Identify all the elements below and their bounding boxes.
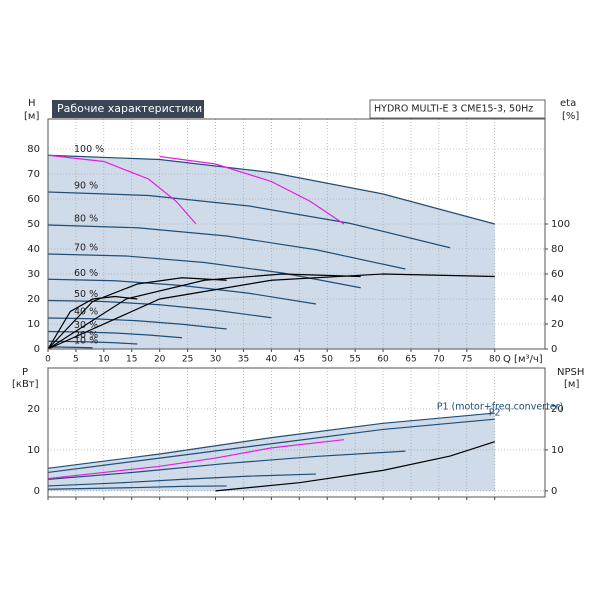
curve [47, 273, 495, 350]
y2-axis-label: NPSH [557, 367, 584, 378]
x-tick-label: 65 [405, 355, 416, 365]
curve [47, 273, 361, 350]
y2-tick-label: 20 [551, 319, 564, 330]
curve-label: 80 % [74, 214, 98, 225]
y-tick-label: 0 [34, 344, 40, 355]
curve-label: 100 % [74, 144, 104, 155]
x-tick-label: 35 [238, 355, 249, 365]
y2-tick-label: 0 [551, 344, 557, 355]
x-tick-label: 60 [377, 355, 389, 365]
curve-label: P1 (motor+freq.converter) [437, 402, 564, 413]
y2-tick-label: 20 [551, 404, 564, 415]
y2-axis-unit: [%] [562, 111, 579, 122]
y-tick-label: 40 [27, 244, 40, 255]
curve [47, 295, 138, 350]
curve [48, 346, 93, 349]
y2-tick-label: 100 [551, 219, 570, 230]
curve-label: 20 % [74, 330, 98, 341]
curve-label: 60 % [74, 268, 98, 279]
curve [47, 224, 406, 270]
y-axis-unit: [кВт] [12, 379, 39, 390]
y-tick-label: 10 [27, 319, 40, 330]
curve [47, 485, 227, 490]
curve-label: P2 [489, 408, 501, 419]
x-axis-label: Q [м³/ч] [503, 354, 543, 365]
curve [47, 154, 197, 225]
x-tick-label: 80 [489, 355, 501, 365]
curve-label: 10 % [74, 336, 98, 347]
curve [47, 154, 495, 225]
x-tick-label: 15 [126, 355, 137, 365]
y-axis-label: H [28, 98, 36, 109]
curve-label: 50 % [74, 289, 98, 300]
x-tick-label: 45 [294, 355, 305, 365]
y2-axis-unit: [м] [564, 379, 579, 390]
curve [47, 473, 317, 487]
y-axis-unit: [м] [24, 111, 39, 122]
y-tick-label: 0 [34, 486, 40, 497]
curve-label: 30 % [74, 320, 98, 331]
curve [47, 418, 495, 474]
y2-tick-label: 0 [551, 486, 557, 497]
x-tick-label: 40 [266, 355, 278, 365]
subtitle-box [369, 99, 546, 119]
curve [47, 439, 345, 480]
y-tick-label: 20 [27, 294, 40, 305]
y2-axis-label: eta [560, 98, 576, 109]
curve [47, 191, 451, 249]
x-tick-label: 50 [321, 355, 333, 365]
y-tick-label: 80 [27, 144, 40, 155]
curve [47, 412, 495, 469]
y-tick-label: 30 [27, 269, 40, 280]
curve [47, 317, 227, 330]
chart-subtitle: HYDRO MULTI-E 3 CME15-3, 50Hz [374, 104, 533, 115]
y-tick-label: 60 [27, 194, 40, 205]
x-tick-label: 10 [98, 355, 110, 365]
curve [47, 450, 406, 480]
x-tick-label: 75 [461, 355, 472, 365]
x-tick-label: 30 [210, 355, 222, 365]
plot-frame [47, 367, 546, 498]
y-axis-label: P [22, 367, 28, 378]
x-tick-label: 20 [154, 355, 166, 365]
x-tick-label: 0 [45, 355, 51, 365]
curve [47, 330, 183, 339]
title-box [52, 100, 204, 118]
curve-label: 70 % [74, 243, 98, 254]
plot-frame [47, 118, 546, 350]
curve [215, 441, 495, 492]
y-tick-label: 50 [27, 219, 40, 230]
chart-title: Рабочие характеристики [57, 102, 202, 115]
y-tick-label: 70 [27, 169, 40, 180]
curve [47, 277, 227, 350]
curve-label: 40 % [74, 307, 98, 318]
x-tick-label: 25 [182, 355, 193, 365]
y-tick-label: 10 [27, 445, 40, 456]
curve [47, 299, 272, 319]
y2-tick-label: 60 [551, 269, 564, 280]
curve [47, 340, 138, 345]
x-tick-label: 70 [433, 355, 445, 365]
y-tick-label: 20 [27, 404, 40, 415]
x-tick-label: 55 [349, 355, 360, 365]
y2-tick-label: 10 [551, 445, 564, 456]
x-tick-label: 5 [73, 355, 79, 365]
curve [159, 155, 345, 225]
operating-range [48, 413, 495, 491]
y2-tick-label: 80 [551, 244, 564, 255]
y2-tick-label: 40 [551, 294, 564, 305]
curve-label: 90 % [74, 181, 98, 192]
